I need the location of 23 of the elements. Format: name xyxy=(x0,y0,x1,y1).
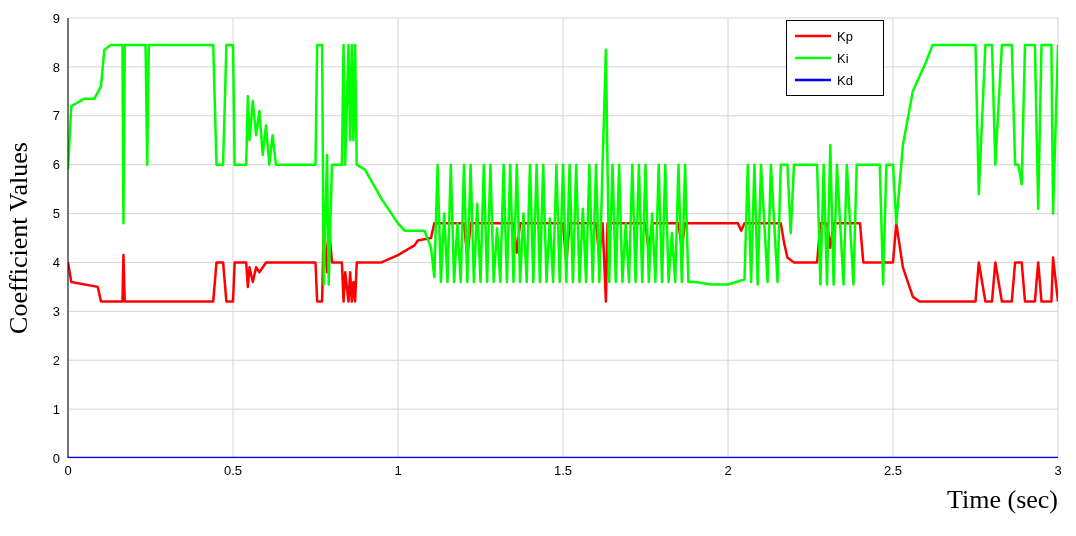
x-tick-label: 2.5 xyxy=(883,463,903,479)
legend-label: Kd xyxy=(837,72,853,88)
legend-label: Kp xyxy=(837,28,853,44)
y-axis-title: Coefficient Values xyxy=(4,142,34,334)
x-axis-title: Time (sec) xyxy=(947,485,1058,514)
line-series xyxy=(68,43,1058,286)
y-tick-label: 6 xyxy=(52,157,60,173)
y-tick-label: 7 xyxy=(52,108,60,124)
x-tick-label: 1 xyxy=(394,463,402,479)
y-tick-label: 1 xyxy=(52,401,60,417)
y-tick-label: 0 xyxy=(52,450,60,466)
y-tick-label: 5 xyxy=(52,206,60,222)
x-tick-label: 3 xyxy=(1054,463,1062,479)
x-tick-label: 2 xyxy=(724,463,732,479)
x-tick-label: 0.5 xyxy=(223,463,243,479)
y-tick-label: 9 xyxy=(52,10,60,26)
y-tick-label: 2 xyxy=(52,352,60,368)
y-tick-label: 3 xyxy=(52,303,60,319)
legend-label: Ki xyxy=(837,50,849,66)
y-tick-label: 8 xyxy=(52,59,60,75)
x-tick-label: 0 xyxy=(64,463,72,479)
y-tick-label: 4 xyxy=(52,255,60,271)
x-tick-label: 1.5 xyxy=(553,463,573,479)
